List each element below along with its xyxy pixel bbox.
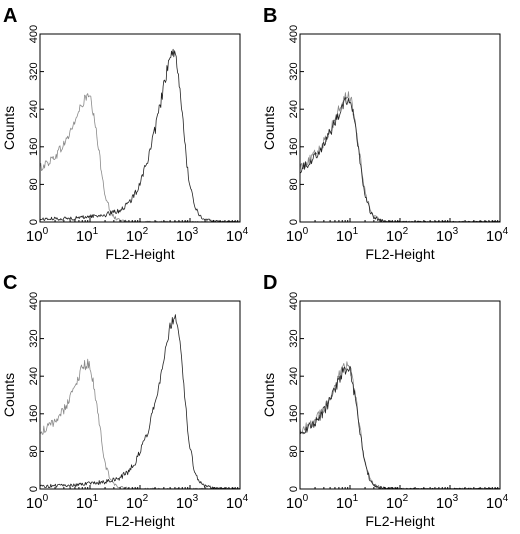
- x-tick-label: 102: [386, 226, 409, 245]
- y-tick-label: 160: [288, 405, 300, 423]
- x-tick-label: 103: [176, 493, 199, 512]
- y-axis-label: Counts: [1, 373, 17, 417]
- x-tick-label: 100: [286, 226, 309, 245]
- y-tick-label: 320: [288, 329, 300, 347]
- x-tick-label: 102: [126, 226, 149, 245]
- y-tick-label: 320: [28, 62, 40, 80]
- x-tick-label: 104: [226, 226, 249, 245]
- series-line-1: [39, 358, 241, 490]
- x-tick-label: 103: [436, 226, 459, 245]
- series-line-2: [39, 48, 240, 223]
- panel-letter: A: [3, 5, 17, 27]
- panel-b: B 0 80 160 240 320 400 100 101 102 103 104 FL2-Heigh…: [261, 5, 509, 262]
- y-tick-label: 160: [28, 405, 40, 423]
- y-tick-label: 0: [288, 219, 300, 225]
- x-axis-label: FL2-Height: [365, 513, 434, 529]
- x-tick-label: 104: [226, 493, 249, 512]
- x-tick-label: 100: [26, 493, 49, 512]
- y-tick-label: 400: [288, 25, 300, 43]
- y-tick-label: 400: [28, 25, 40, 43]
- panel-a: A 0 80 160 240 320 400 100 101 102 103 104 FL2-Heigh…: [1, 5, 249, 262]
- x-tick-label: 101: [76, 493, 99, 512]
- y-tick-label: 400: [28, 292, 40, 310]
- x-tick-label: 103: [436, 493, 459, 512]
- x-tick-label: 100: [286, 493, 309, 512]
- y-axis-label: Counts: [261, 106, 277, 150]
- panel-letter: C: [3, 272, 17, 294]
- x-tick-label: 101: [336, 493, 359, 512]
- y-tick-label: 240: [28, 100, 40, 118]
- y-tick-label: 400: [288, 292, 300, 310]
- x-tick-label: 102: [386, 493, 409, 512]
- panel-d: D 0 80 160 240 320 400 100 101 102 103 104 FL2-Heigh…: [261, 272, 509, 529]
- series-line-1: [299, 91, 500, 223]
- series-line-2: [39, 314, 240, 490]
- x-tick-label: 104: [486, 226, 509, 245]
- x-tick-label: 104: [486, 493, 509, 512]
- series-line-1: [39, 93, 240, 223]
- plot-frame: [39, 33, 241, 223]
- y-tick-label: 0: [28, 486, 40, 492]
- x-tick-label: 100: [26, 226, 49, 245]
- x-axis-label: FL2-Height: [365, 246, 434, 262]
- y-tick-label: 80: [28, 445, 40, 457]
- y-tick-label: 80: [288, 178, 300, 190]
- y-tick-label: 240: [28, 367, 40, 385]
- y-axis-label: Counts: [1, 106, 17, 150]
- x-axis-label: FL2-Height: [105, 246, 174, 262]
- x-tick-label: 101: [76, 226, 99, 245]
- y-tick-label: 80: [288, 445, 300, 457]
- plot-frame: [299, 33, 501, 223]
- x-axis-label: FL2-Height: [105, 513, 174, 529]
- x-tick-label: 102: [126, 493, 149, 512]
- y-tick-label: 240: [288, 100, 300, 118]
- y-tick-label: 160: [28, 138, 40, 156]
- panel-letter: B: [263, 5, 277, 27]
- y-tick-label: 240: [288, 367, 300, 385]
- y-tick-label: 0: [288, 486, 300, 492]
- series-line-2: [299, 365, 500, 490]
- panel-letter: D: [263, 272, 277, 294]
- series-line-2: [299, 97, 501, 223]
- y-tick-label: 320: [28, 329, 40, 347]
- series-line-1: [299, 361, 500, 490]
- plot-frame: [299, 300, 501, 490]
- y-tick-label: 0: [28, 219, 40, 225]
- y-tick-label: 160: [288, 138, 300, 156]
- y-axis-label: Counts: [261, 373, 277, 417]
- y-tick-label: 80: [28, 178, 40, 190]
- panel-c: C 0 80 160 240 320 400 100 101 102 103 104 FL2-Heigh…: [1, 272, 249, 529]
- y-tick-label: 320: [288, 62, 300, 80]
- x-tick-label: 103: [176, 226, 199, 245]
- x-tick-label: 101: [336, 226, 359, 245]
